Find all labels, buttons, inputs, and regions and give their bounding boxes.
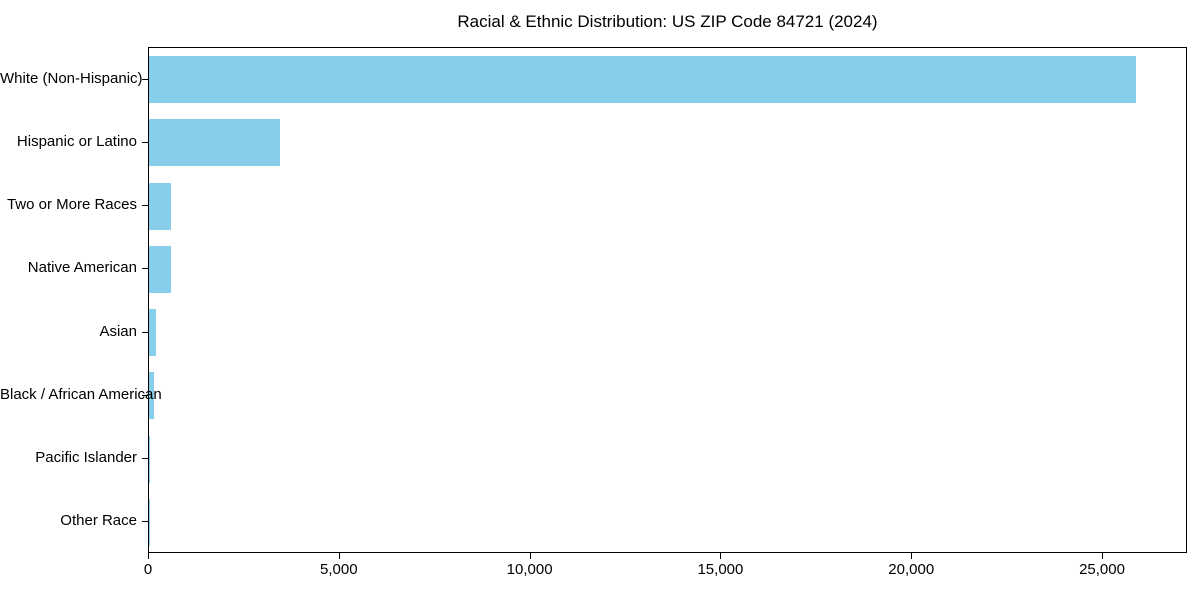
bar — [149, 245, 171, 293]
x-tick-mark — [338, 553, 340, 559]
y-tick-label: Pacific Islander — [35, 449, 137, 467]
y-tick-label: Black / African American — [0, 385, 162, 403]
x-tick-label: 10,000 — [506, 561, 553, 578]
x-tick-label: 15,000 — [697, 561, 744, 578]
y-tick-mark — [142, 78, 148, 80]
x-tick-label: 0 — [143, 561, 153, 578]
y-tick-label: Two or More Races — [6, 196, 137, 214]
x-tick-mark — [1102, 553, 1104, 559]
y-tick-mark — [142, 331, 148, 333]
bar — [149, 119, 280, 167]
chart-title: Racial & Ethnic Distribution: US ZIP Cod… — [457, 12, 878, 31]
bar — [149, 309, 156, 357]
y-tick-mark — [142, 205, 148, 207]
y-tick-mark — [142, 458, 148, 460]
bar — [149, 56, 1137, 104]
y-tick-mark — [142, 521, 148, 523]
bar — [149, 182, 172, 230]
y-tick-label: Asian — [99, 322, 137, 340]
x-tick-label: 20,000 — [888, 561, 935, 578]
y-tick-label: Hispanic or Latino — [16, 132, 137, 150]
y-tick-label: Native American — [27, 259, 137, 277]
x-tick-mark — [911, 553, 913, 559]
bar — [149, 372, 154, 420]
plot-area — [148, 47, 1187, 553]
y-tick-mark — [142, 141, 148, 143]
y-tick-label: Other Race — [60, 512, 137, 530]
y-tick-label: White (Non-Hispanic) — [0, 69, 143, 87]
x-tick-label: 5,000 — [320, 561, 358, 578]
x-tick-mark — [529, 553, 531, 559]
y-tick-mark — [142, 268, 148, 270]
x-tick-label: 25,000 — [1079, 561, 1125, 578]
x-tick-mark — [148, 553, 149, 559]
bar — [149, 435, 150, 483]
y-tick-mark — [142, 394, 148, 396]
x-tick-mark — [720, 553, 722, 559]
